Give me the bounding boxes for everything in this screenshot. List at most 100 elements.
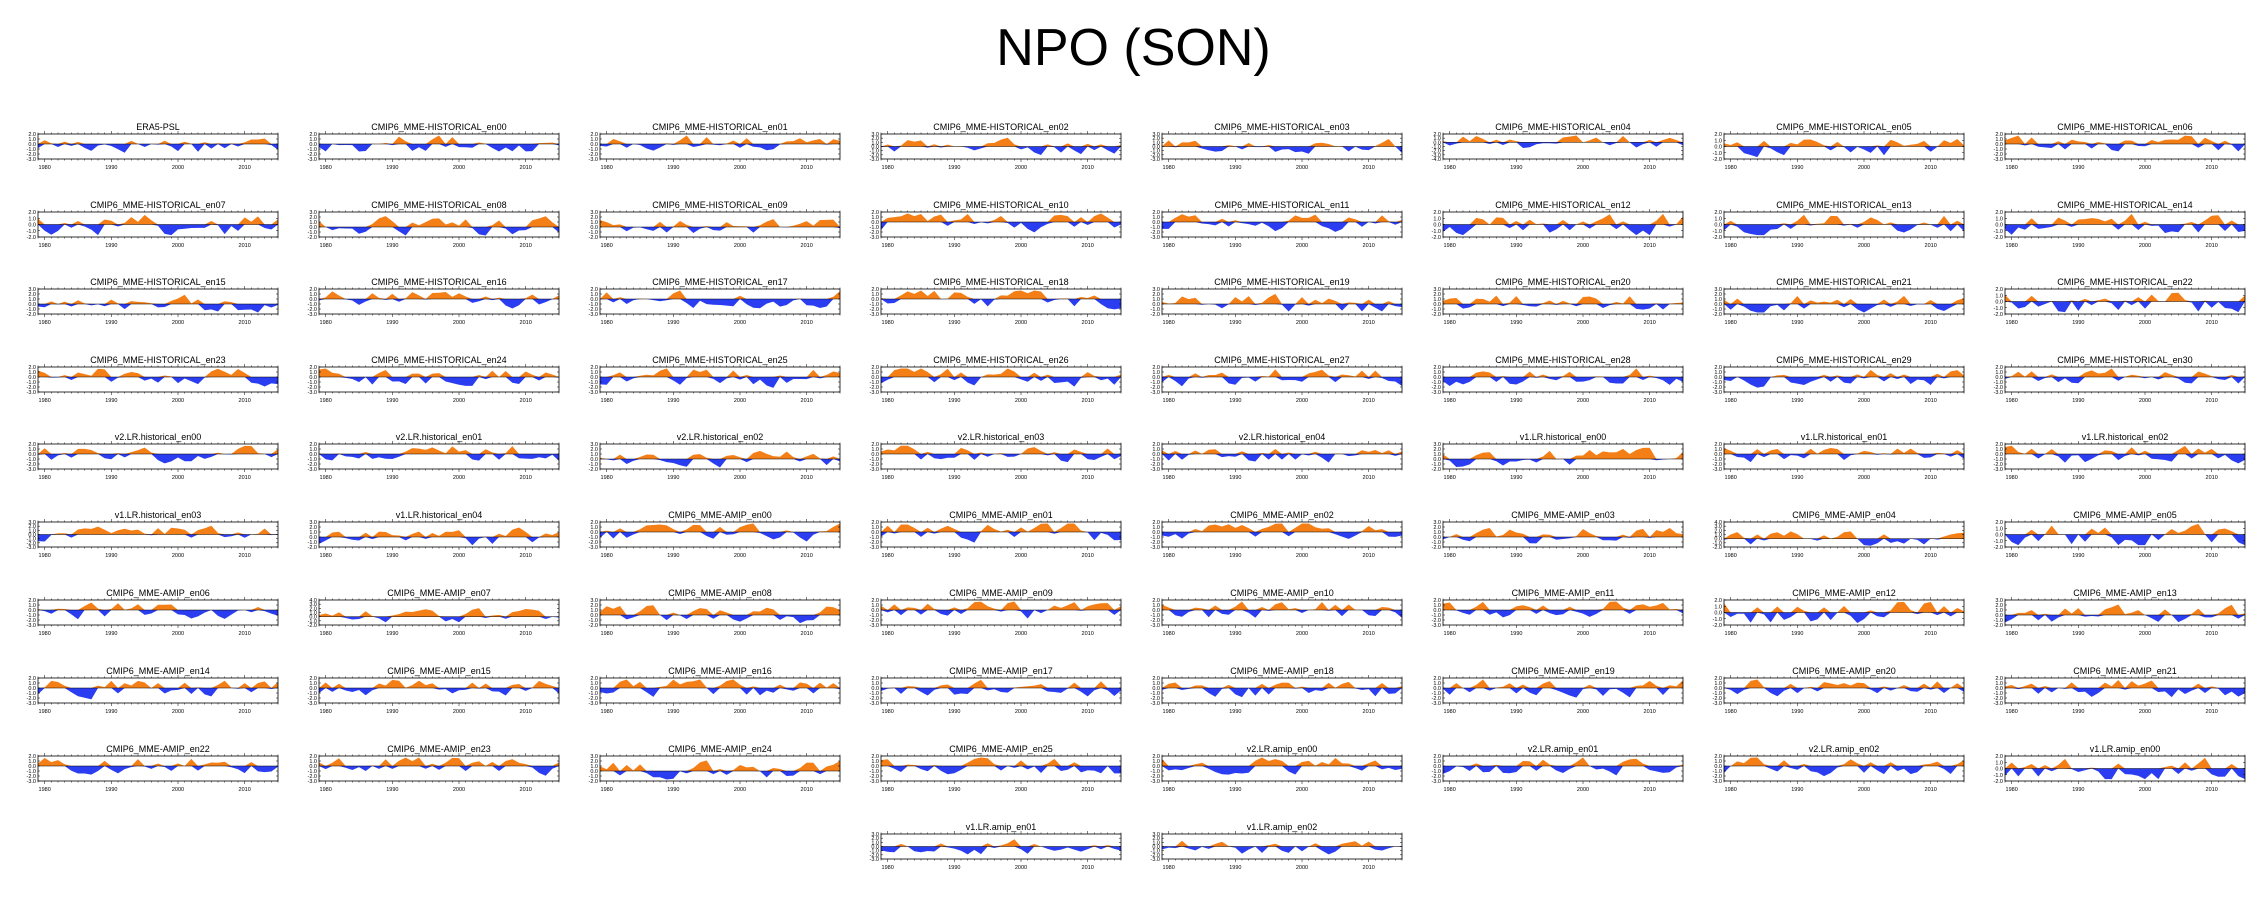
y-tick-label: 2.0 xyxy=(1714,598,1722,604)
panel-svg: CMIP6_MME-AMIP_en21 2.01.00.0-1.0-2.0-3.0… xyxy=(1994,666,2246,715)
panel-svg: CMIP6_MME-HISTORICAL_en16 2.01.00.0-1.0-2… xyxy=(308,277,560,326)
x-tick-label: 2000 xyxy=(1296,398,1308,404)
panel-CMIP6_MME-HISTORICAL_en30: CMIP6_MME-HISTORICAL_en30 2.0 1.0 0.0 -1.0 -2… xyxy=(1975,353,2255,406)
y-tick-label: 2.0 xyxy=(309,215,317,221)
y-tick-label: 1.0 xyxy=(871,759,879,765)
panel-svg: CMIP6_MME-AMIP_en23 2.01.00.0-1.0-2.0-3.0… xyxy=(308,744,560,793)
panel-title: CMIP6_MME-AMIP_en21 xyxy=(2073,666,2177,676)
y-tick-label: 2.0 xyxy=(590,603,598,609)
y-tick-label: -2.0 xyxy=(308,235,317,241)
negative-area xyxy=(38,454,278,464)
y-tick-label: 0.0 xyxy=(309,535,317,541)
y-tick-label: 0.0 xyxy=(1152,220,1160,226)
x-tick-label: 2000 xyxy=(734,165,746,171)
y-tick-label: 3.0 xyxy=(590,442,598,448)
x-tick-label: 1980 xyxy=(2006,631,2018,637)
x-tick-label: 2010 xyxy=(2206,320,2218,326)
y-tick-label: -2.0 xyxy=(870,230,879,236)
y-tick-label: 0.0 xyxy=(1714,145,1722,151)
y-tick-label: -1.0 xyxy=(308,457,317,463)
panel-CMIP6_MME-AMIP_en02: CMIP6_MME-AMIP_en02 2.0 1.0 0.0 -1.0 -2.0 -3.0… xyxy=(1132,508,1412,561)
x-tick-label: 2000 xyxy=(453,320,465,326)
positive-area xyxy=(1443,601,1683,610)
y-tick-label: 1.0 xyxy=(590,452,598,458)
panel-svg: CMIP6_MME-HISTORICAL_en12 2.01.00.0-1.0-2… xyxy=(1432,200,1684,249)
y-tick-label: 0.0 xyxy=(28,452,36,458)
y-tick-label: -1.0 xyxy=(589,774,598,780)
y-tick-label: -3.0 xyxy=(27,390,36,396)
positive-area xyxy=(319,446,559,454)
y-tick-label: -3.0 xyxy=(308,701,317,707)
y-tick-label: -1.0 xyxy=(870,380,879,386)
y-tick-label: -3.0 xyxy=(308,157,317,163)
positive-area xyxy=(319,608,559,617)
y-tick-label: 0.0 xyxy=(590,613,598,619)
positive-area xyxy=(1162,681,1402,688)
y-tick-label: 0.0 xyxy=(1714,302,1722,308)
y-tick-label: 1.0 xyxy=(1152,297,1160,303)
negative-area xyxy=(1724,304,1964,313)
y-tick-label: -3.0 xyxy=(27,623,36,629)
y-tick-label: 2.0 xyxy=(1433,210,1441,216)
y-tick-label: -2.0 xyxy=(870,153,879,159)
panel-title: CMIP6_MME-HISTORICAL_en13 xyxy=(1776,200,1911,210)
x-tick-label: 1990 xyxy=(1510,243,1522,249)
y-tick-label: 1.0 xyxy=(1995,216,2003,222)
x-tick-label: 2010 xyxy=(520,475,532,481)
x-tick-label: 2010 xyxy=(1082,165,1094,171)
y-tick-label: 2.0 xyxy=(1714,754,1722,760)
negative-area xyxy=(600,459,840,468)
y-tick-label: -1.0 xyxy=(27,613,36,619)
x-tick-label: 2000 xyxy=(734,709,746,715)
panel-svg: CMIP6_MME-AMIP_en033.02.01.00.0-1.0-2.01… xyxy=(1432,510,1684,559)
x-tick-label: 1980 xyxy=(320,475,332,481)
panel-title: CMIP6_MME-HISTORICAL_en21 xyxy=(1776,277,1911,287)
negative-area xyxy=(319,299,559,309)
y-tick-label: -2.0 xyxy=(1994,779,2003,785)
y-tick-label: 1.0 xyxy=(1152,603,1160,609)
panel-svg: v2.LR.amip_en02 2.01.00.0-1.0-2.0-3.01980… xyxy=(1713,744,1965,793)
positive-area xyxy=(38,525,278,535)
panel-title: CMIP6_MME-AMIP_en13 xyxy=(2073,588,2177,598)
negative-area xyxy=(1724,377,1964,388)
y-tick-label: -1.0 xyxy=(589,618,598,624)
positive-area xyxy=(600,605,840,615)
x-tick-label: 1990 xyxy=(667,165,679,171)
x-tick-label: 1980 xyxy=(1444,631,1456,637)
y-tick-label: -1.0 xyxy=(27,691,36,697)
x-tick-label: 1980 xyxy=(601,320,613,326)
y-tick-label: 2.0 xyxy=(1714,132,1722,138)
x-tick-label: 2010 xyxy=(1082,631,1094,637)
y-tick-label: -1.0 xyxy=(1713,457,1722,463)
y-tick-label: 0.0 xyxy=(1714,375,1722,381)
x-tick-label: 1990 xyxy=(948,865,960,871)
panel-CMIP6_MME-HISTORICAL_en08: CMIP6_MME-HISTORICAL_en08 3.0 2.0 1.0 0.0 -1.… xyxy=(289,198,569,251)
y-tick-label: 0.0 xyxy=(1433,686,1441,692)
y-tick-label: -3.0 xyxy=(870,779,879,785)
y-tick-label: -3.0 xyxy=(589,701,598,707)
x-tick-label: 2000 xyxy=(1577,320,1589,326)
y-tick-label: 1.0 xyxy=(1152,759,1160,765)
negative-area xyxy=(38,304,278,313)
panel-svg: CMIP6_MME-HISTORICAL_en09 3.02.01.00.0-1.… xyxy=(589,200,841,249)
x-tick-label: 2000 xyxy=(1858,398,1870,404)
positive-area xyxy=(881,523,1121,532)
positive-area xyxy=(1162,757,1402,766)
x-tick-label: 1980 xyxy=(39,320,51,326)
y-tick-label: 3.0 xyxy=(309,520,317,526)
negative-area xyxy=(600,299,840,309)
y-tick-label: 2.0 xyxy=(871,520,879,526)
y-tick-label: 0.0 xyxy=(1995,375,2003,381)
y-tick-label: -2.0 xyxy=(308,307,317,313)
negative-area xyxy=(1162,304,1402,312)
y-tick-label: -1.0 xyxy=(1151,691,1160,697)
x-tick-label: 1980 xyxy=(1725,475,1737,481)
x-tick-label: 2000 xyxy=(1015,787,1027,793)
y-tick-label: 3.0 xyxy=(1714,287,1722,293)
panel-CMIP6_MME-HISTORICAL_en26: CMIP6_MME-HISTORICAL_en26 2.0 1.0 0.0 -1.0 -2… xyxy=(851,353,1131,406)
y-tick-label: -2.0 xyxy=(308,385,317,391)
y-tick-label: -2.0 xyxy=(1713,157,1722,163)
panel-title: CMIP6_MME-AMIP_en09 xyxy=(949,588,1053,598)
panel-title: CMIP6_MME-AMIP_en08 xyxy=(668,588,772,598)
y-tick-label: 3.0 xyxy=(309,210,317,216)
